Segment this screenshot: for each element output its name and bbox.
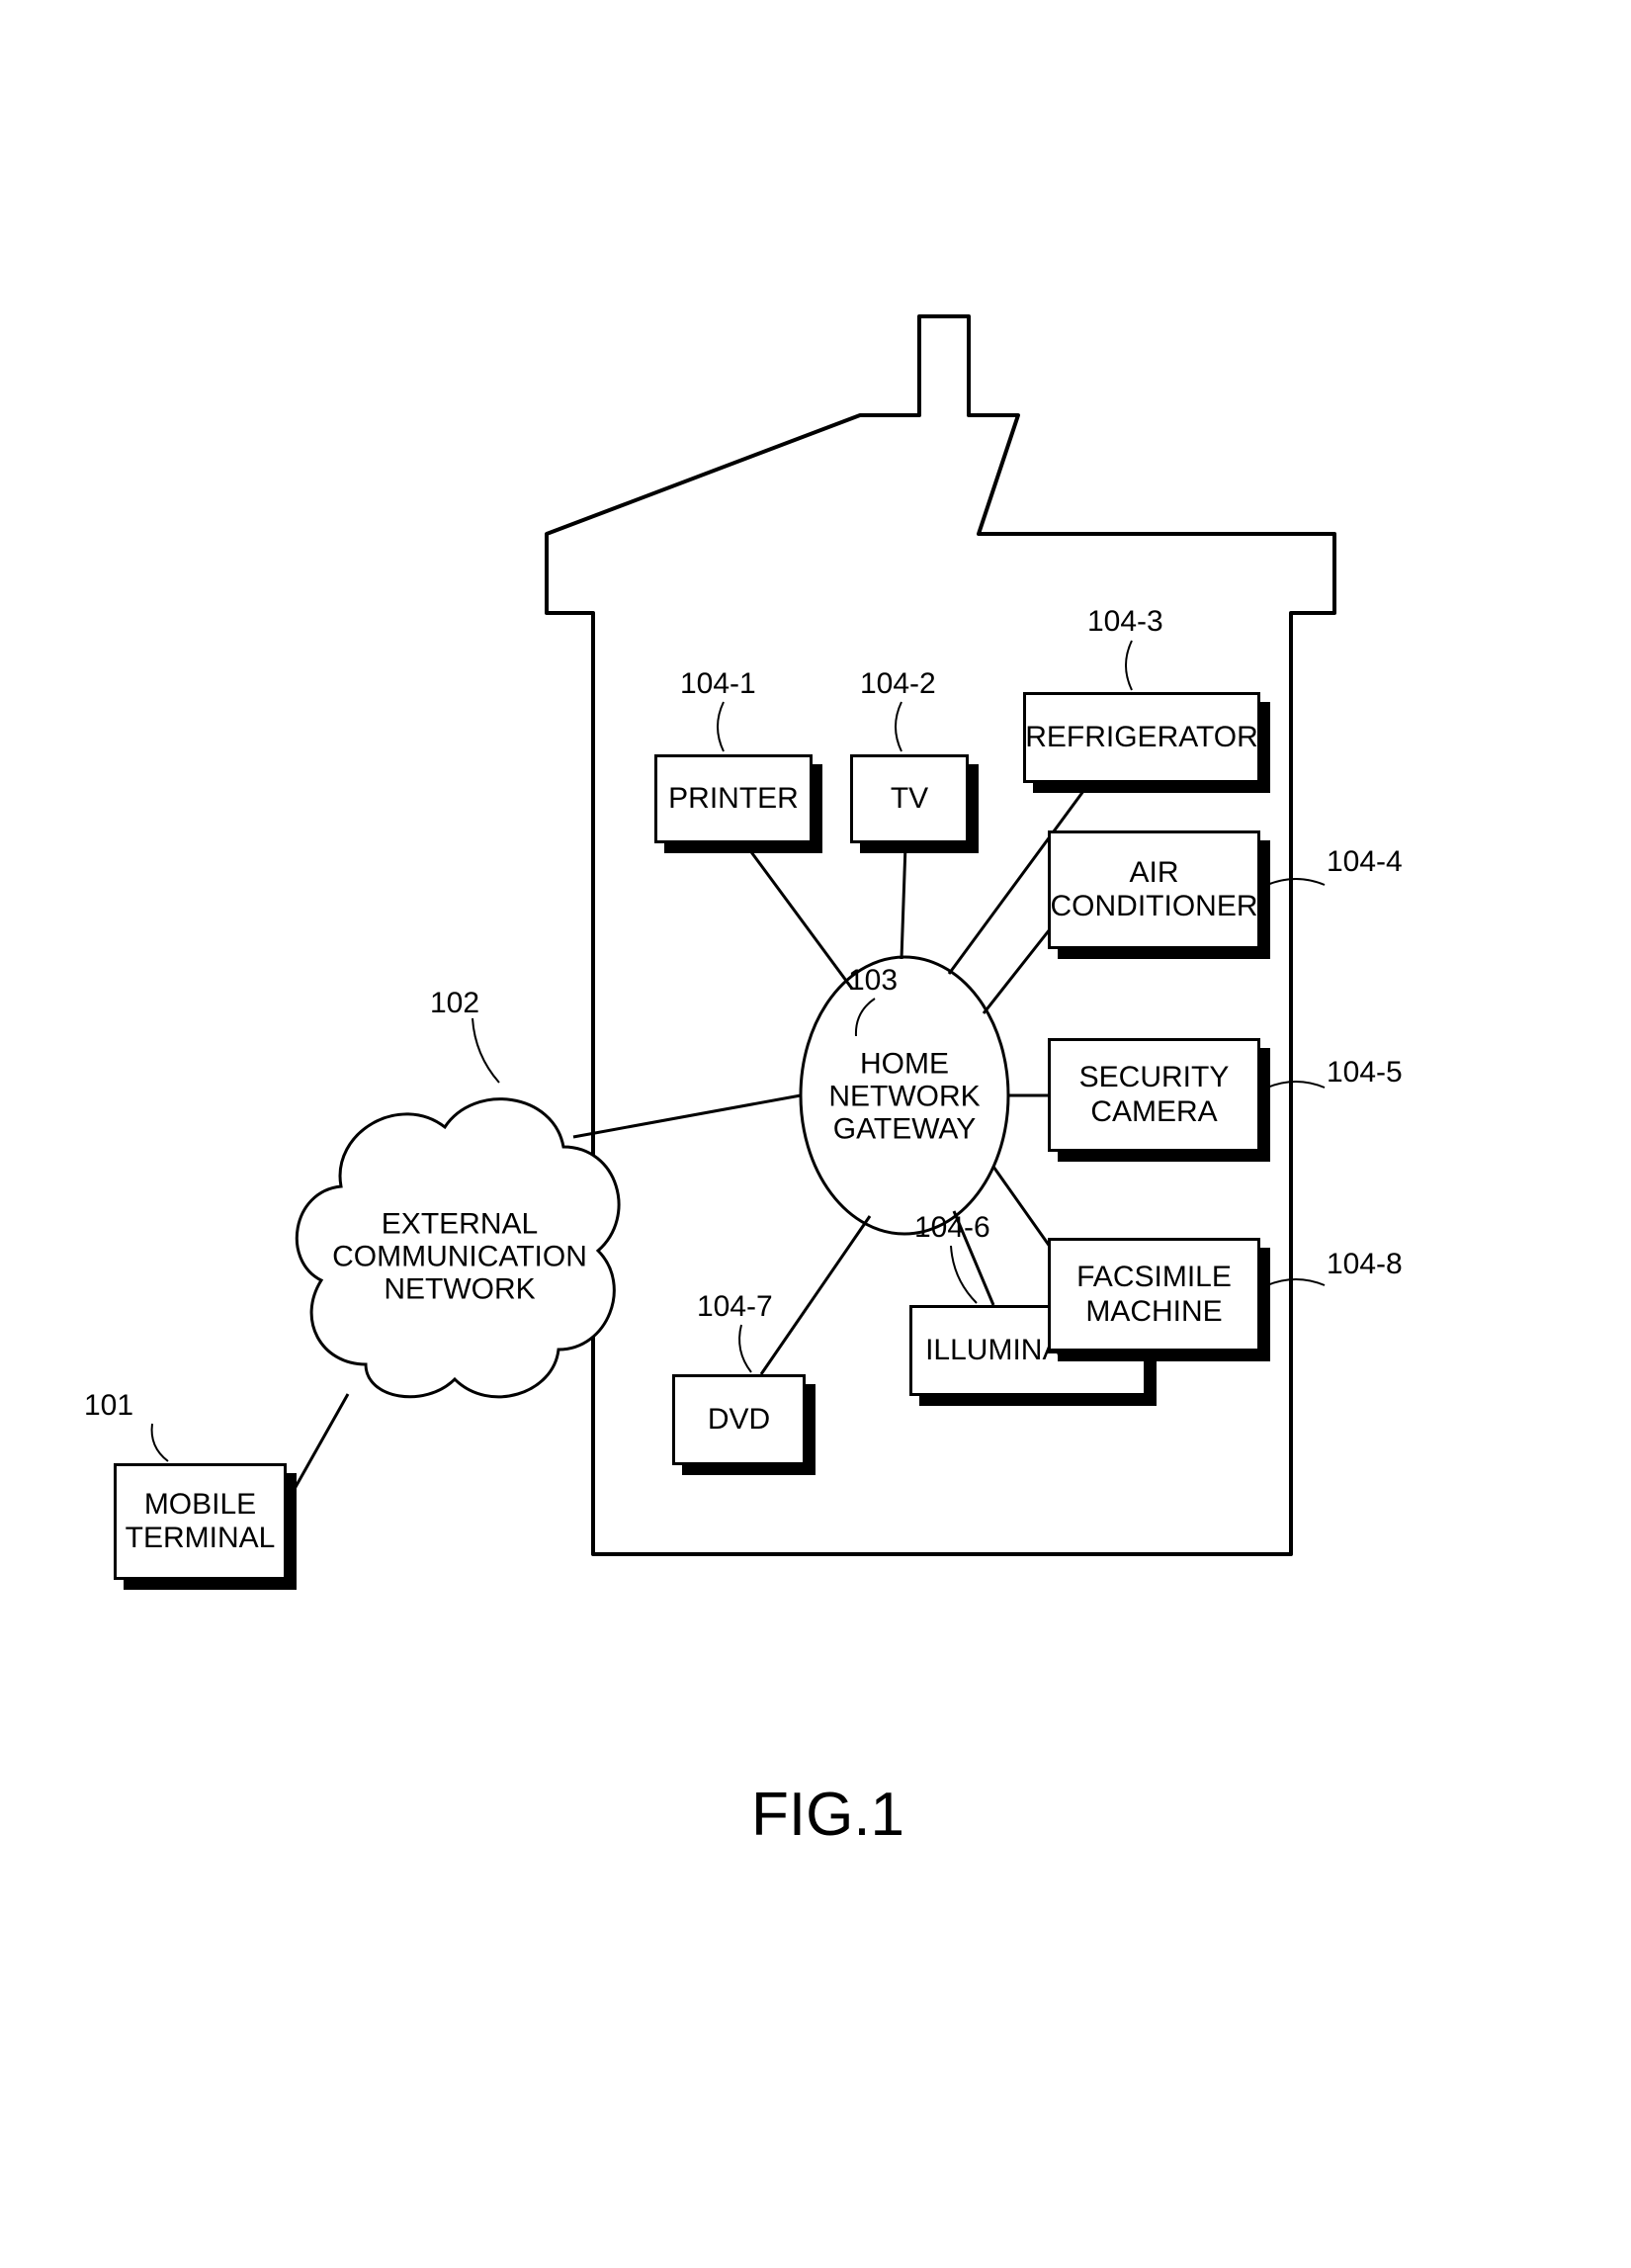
mobile_terminal-shadow-bottom: [124, 1580, 297, 1590]
air_conditioner-shadow-bottom: [1058, 949, 1270, 959]
facsimile-shadow-right: [1260, 1248, 1270, 1361]
printer-shadow-right: [813, 764, 822, 853]
node-security_camera: SECURITY CAMERA: [1048, 1038, 1260, 1152]
node-air_conditioner: AIR CONDITIONER: [1048, 830, 1260, 949]
refrigerator-shadow-right: [1260, 702, 1270, 793]
refrigerator-shadow-bottom: [1033, 783, 1270, 793]
ref-label-104-6: 104-6: [914, 1211, 990, 1245]
ref-label-104-5: 104-5: [1327, 1056, 1403, 1090]
ref-label-102: 102: [430, 987, 479, 1020]
tv-shadow-bottom: [860, 843, 979, 853]
svg-text:COMMUNICATION: COMMUNICATION: [332, 1241, 587, 1273]
node-facsimile: FACSIMILE MACHINE: [1048, 1238, 1260, 1352]
air_conditioner-shadow-right: [1260, 840, 1270, 959]
ref-label-104-7: 104-7: [697, 1290, 773, 1324]
ref-label-104-2: 104-2: [860, 667, 936, 701]
svg-overlay: EXTERNALCOMMUNICATIONNETWORKHOMENETWORKG…: [0, 0, 1631, 2268]
ref-label-103: 103: [848, 964, 898, 998]
printer-shadow-bottom: [664, 843, 822, 853]
security_camera-shadow-bottom: [1058, 1152, 1270, 1162]
ref-label-104-4: 104-4: [1327, 845, 1403, 879]
ref-label-104-8: 104-8: [1327, 1248, 1403, 1281]
svg-text:NETWORK: NETWORK: [384, 1273, 535, 1306]
illumination-shadow-bottom: [919, 1396, 1157, 1406]
facsimile-shadow-bottom: [1058, 1352, 1270, 1361]
ref-label-104-1: 104-1: [680, 667, 756, 701]
node-dvd: DVD: [672, 1374, 806, 1465]
diagram-canvas: EXTERNALCOMMUNICATIONNETWORKHOMENETWORKG…: [0, 0, 1631, 2268]
svg-text:EXTERNAL: EXTERNAL: [382, 1208, 538, 1241]
node-mobile_terminal: MOBILE TERMINAL: [114, 1463, 287, 1580]
tv-shadow-right: [969, 764, 979, 853]
dvd-shadow-right: [806, 1384, 816, 1475]
mobile_terminal-shadow-right: [287, 1473, 297, 1590]
svg-text:GATEWAY: GATEWAY: [833, 1113, 976, 1146]
node-tv: TV: [850, 754, 969, 843]
svg-text:NETWORK: NETWORK: [828, 1081, 980, 1113]
node-refrigerator: REFRIGERATOR: [1023, 692, 1260, 783]
ref-label-104-3: 104-3: [1087, 605, 1163, 639]
figure-caption: FIG.1: [751, 1780, 904, 1850]
node-printer: PRINTER: [654, 754, 813, 843]
svg-text:HOME: HOME: [860, 1048, 949, 1081]
dvd-shadow-bottom: [682, 1465, 816, 1475]
security_camera-shadow-right: [1260, 1048, 1270, 1162]
ref-label-101: 101: [84, 1389, 133, 1423]
